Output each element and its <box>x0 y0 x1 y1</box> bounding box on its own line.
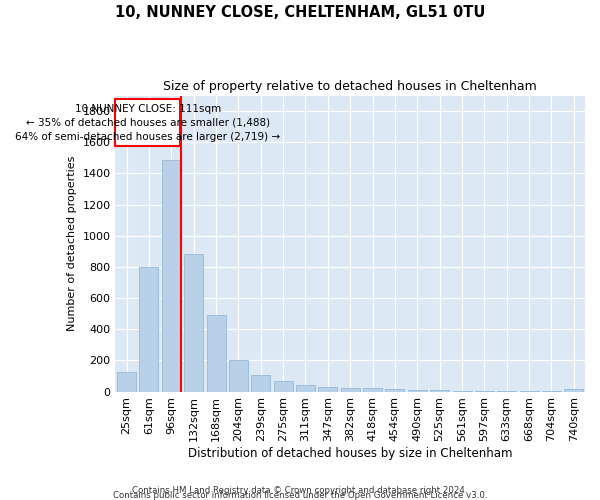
Text: 10, NUNNEY CLOSE, CHELTENHAM, GL51 0TU: 10, NUNNEY CLOSE, CHELTENHAM, GL51 0TU <box>115 5 485 20</box>
Bar <box>139 267 158 392</box>
Bar <box>363 388 382 392</box>
Bar <box>408 390 427 392</box>
Bar <box>430 390 449 392</box>
Bar <box>452 391 472 392</box>
Bar <box>162 160 181 392</box>
Bar <box>385 389 404 392</box>
Text: Contains HM Land Registry data © Crown copyright and database right 2024.: Contains HM Land Registry data © Crown c… <box>132 486 468 495</box>
Bar <box>251 375 270 392</box>
Y-axis label: Number of detached properties: Number of detached properties <box>67 156 77 332</box>
Bar <box>475 391 494 392</box>
Text: 10 NUNNEY CLOSE: 111sqm: 10 NUNNEY CLOSE: 111sqm <box>75 104 221 114</box>
Bar <box>206 315 226 392</box>
Bar <box>341 388 360 392</box>
Bar <box>319 387 337 392</box>
Bar <box>117 372 136 392</box>
Bar <box>184 254 203 392</box>
Bar <box>296 386 315 392</box>
Text: ← 35% of detached houses are smaller (1,488): ← 35% of detached houses are smaller (1,… <box>26 118 270 128</box>
Text: Contains public sector information licensed under the Open Government Licence v3: Contains public sector information licen… <box>113 491 487 500</box>
X-axis label: Distribution of detached houses by size in Cheltenham: Distribution of detached houses by size … <box>188 447 512 460</box>
FancyBboxPatch shape <box>115 100 181 146</box>
Bar <box>274 382 293 392</box>
Text: 64% of semi-detached houses are larger (2,719) →: 64% of semi-detached houses are larger (… <box>16 132 280 142</box>
Title: Size of property relative to detached houses in Cheltenham: Size of property relative to detached ho… <box>163 80 537 93</box>
Bar <box>229 360 248 392</box>
Bar <box>565 389 583 392</box>
